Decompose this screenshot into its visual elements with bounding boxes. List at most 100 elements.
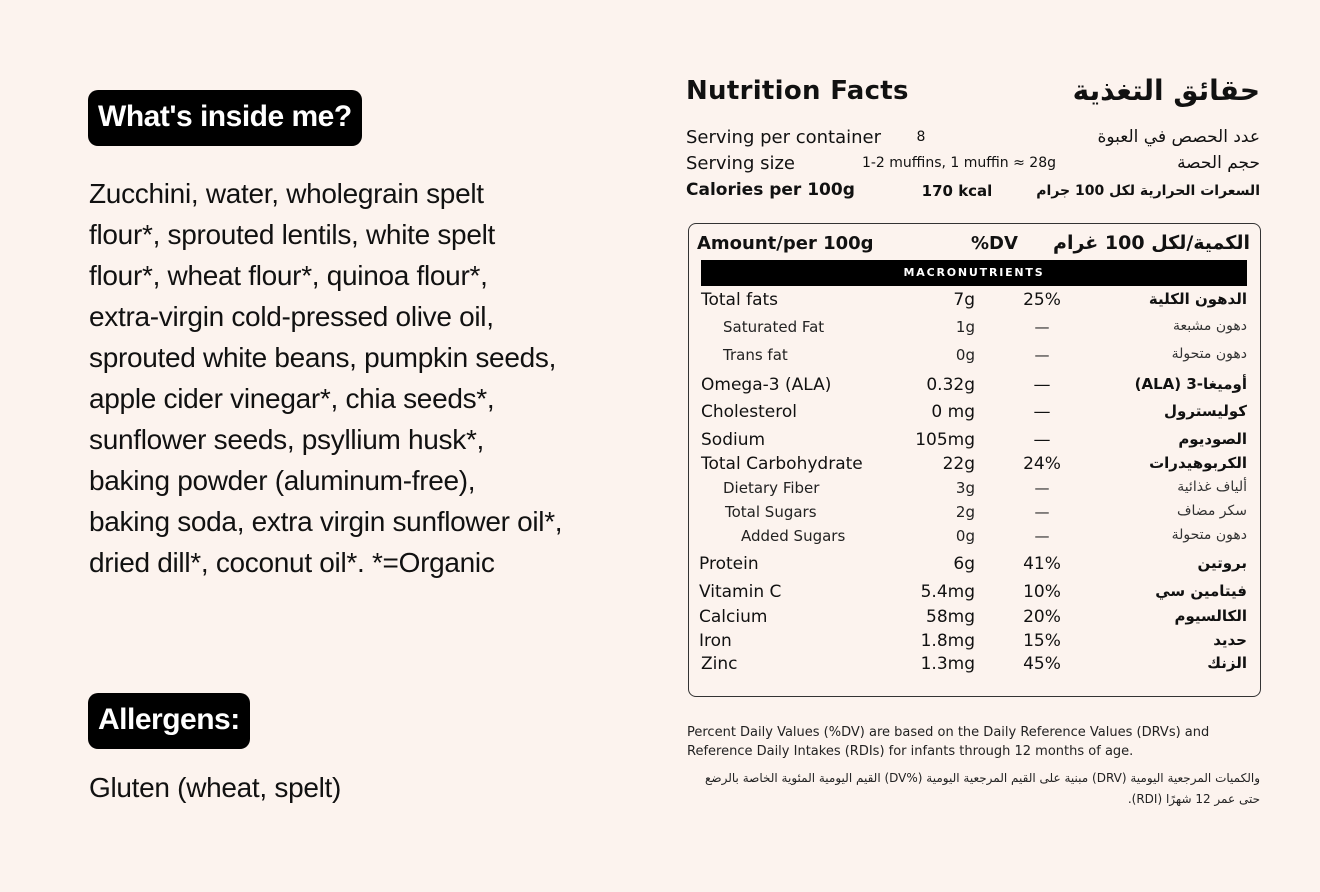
serving-label: Serving per container xyxy=(686,127,882,148)
nutrient-name: Total Carbohydrate xyxy=(701,454,863,474)
ingredients-line: flour*, wheat flour*, quinoa flour*, xyxy=(89,260,488,291)
nutrient-daily-value: 20% xyxy=(1023,607,1061,627)
nutrient-name-arabic: حديد xyxy=(1213,631,1247,649)
allergens-heading-badge: Allergens: xyxy=(88,693,250,749)
macronutrients-section-bar: MACRONUTRIENTS xyxy=(701,260,1247,286)
nutrient-name: Iron xyxy=(699,631,732,651)
nutrient-name: Cholesterol xyxy=(701,402,797,422)
nutrient-name-arabic: أوميغا-3 (ALA) xyxy=(1134,375,1247,393)
nutrient-amount: 1g xyxy=(955,318,975,336)
nutrient-amount: 105mg xyxy=(915,430,975,450)
ingredients-line: baking soda, extra virgin sunflower oil*… xyxy=(89,506,563,537)
nutrient-row: Total Carbohydrate 22g 24% الكربوهيدرات xyxy=(701,454,1247,478)
nutrient-daily-value: 15% xyxy=(1023,631,1061,651)
serving-value: 170 kcal xyxy=(921,182,993,200)
nutrient-name-arabic: دهون مشبعة xyxy=(1172,318,1247,334)
nutrient-amount: 58mg xyxy=(926,607,975,627)
serving-label: Serving size xyxy=(686,153,796,174)
ingredients-line: Zucchini, water, wholegrain spelt xyxy=(89,178,484,209)
nutrient-daily-value: — xyxy=(1034,503,1050,521)
calories-row: Calories per 100g 170 kcal السعرات الحرا… xyxy=(686,180,1260,204)
nutrient-row: Added Sugars 0g — دهون متحولة xyxy=(701,527,1247,551)
nutrient-name-arabic: كوليسترول xyxy=(1164,402,1247,420)
nutrition-table-header: Amount/per 100g %DV الكمية/لكل 100 غرام xyxy=(697,232,1250,259)
nutrient-name-arabic: الكربوهيدرات xyxy=(1149,454,1247,472)
serving-label-arabic: السعرات الحرارية لكل 100 جرام xyxy=(1036,183,1260,199)
ingredients-line: sunflower seeds, psyllium husk*, xyxy=(89,424,485,455)
nutrient-daily-value: 41% xyxy=(1023,554,1061,574)
serving-value: 1-2 muffins, 1 muffin ≈ 28g xyxy=(861,155,1057,171)
nutrient-row: Omega-3 (ALA) 0.32g — أوميغا-3 (ALA) xyxy=(701,375,1247,399)
nutrient-name-arabic: ألياف غذائية xyxy=(1177,479,1247,495)
nutrient-row: Cholesterol 0 mg — كوليسترول xyxy=(701,402,1247,426)
nutrient-name: Total Sugars xyxy=(725,503,817,521)
nutrient-amount: 1.3mg xyxy=(920,654,975,674)
nutrient-name: Added Sugars xyxy=(741,527,846,545)
nutrient-amount: 0g xyxy=(955,346,975,364)
nutrient-amount: 3g xyxy=(955,479,975,497)
nutrient-name-arabic: فيتامين سي xyxy=(1155,582,1247,600)
nutrition-facts-title: Nutrition Facts xyxy=(686,76,909,106)
nutrient-name: Total fats xyxy=(701,290,779,310)
nutrient-amount: 22g xyxy=(942,454,975,474)
amount-header: Amount/per 100g xyxy=(697,233,874,254)
ingredients-line: extra-virgin cold-pressed olive oil, xyxy=(89,301,494,332)
nutrient-row: Iron 1.8mg 15% حديد xyxy=(699,631,1247,655)
ingredients-line: dried dill*, coconut oil*. *=Organic xyxy=(89,547,495,578)
nutrient-daily-value: — xyxy=(1034,527,1050,545)
nutrient-daily-value: — xyxy=(1033,430,1051,450)
serving-size-row: Serving size 1-2 muffins, 1 muffin ≈ 28g… xyxy=(686,153,1260,177)
nutrient-name-arabic: الزنك xyxy=(1207,654,1247,672)
nutrient-daily-value: — xyxy=(1033,402,1051,422)
nutrient-name: Protein xyxy=(699,554,759,574)
nutrient-name-arabic: الدهون الكلية xyxy=(1148,290,1247,308)
nutrient-amount: 1.8mg xyxy=(920,631,975,651)
nutrient-row: Trans fat 0g — دهون متحولة xyxy=(701,346,1247,370)
nutrient-name-arabic: سكر مضاف xyxy=(1176,503,1247,519)
nutrient-name-arabic: الكالسيوم xyxy=(1174,607,1247,625)
nutrient-daily-value: — xyxy=(1034,318,1050,336)
nutrient-name: Vitamin C xyxy=(699,582,782,602)
nutrient-row: Vitamin C 5.4mg 10% فيتامين سي xyxy=(699,582,1247,606)
nutrient-name-arabic: دهون متحولة xyxy=(1171,346,1247,362)
footnote-english: Percent Daily Values (%DV) are based on … xyxy=(687,725,1210,759)
nutrient-name-arabic: الصوديوم xyxy=(1178,430,1247,448)
nutrient-row: Total fats 7g 25% الدهون الكلية xyxy=(701,290,1247,314)
ingredients-heading-badge: What's inside me? xyxy=(88,90,362,146)
ingredients-line: apple cider vinegar*, chia seeds*, xyxy=(89,383,495,414)
nutrient-name-arabic: بروتين xyxy=(1197,554,1247,572)
nutrient-name: Omega-3 (ALA) xyxy=(701,375,832,395)
nutrient-amount: 5.4mg xyxy=(920,582,975,602)
nutrient-daily-value: — xyxy=(1034,479,1050,497)
nutrient-amount: 0g xyxy=(955,527,975,545)
amount-header-arabic: الكمية/لكل 100 غرام xyxy=(1053,232,1250,254)
nutrient-name: Saturated Fat xyxy=(723,318,825,336)
nutrient-row: Dietary Fiber 3g — ألياف غذائية xyxy=(701,479,1247,503)
nutrient-name: Zinc xyxy=(701,654,738,674)
nutrition-table: Amount/per 100g %DV الكمية/لكل 100 غرام … xyxy=(688,223,1261,697)
nutrient-daily-value: 10% xyxy=(1023,582,1061,602)
ingredients-list: Zucchini, water, wholegrain spelt flour*… xyxy=(89,173,609,583)
servings-per-container-row: Serving per container 8 عدد الحصص في الع… xyxy=(686,127,1260,151)
allergens-text: Gluten (wheat, spelt) xyxy=(89,772,342,803)
nutrient-name: Sodium xyxy=(701,430,766,450)
footnote-arabic: والكميات المرجعية اليومية (DRV) مبنية عل… xyxy=(705,771,1260,806)
nutrient-amount: 7g xyxy=(953,290,975,310)
nutrient-amount: 6g xyxy=(953,554,975,574)
nutrient-daily-value: 24% xyxy=(1023,454,1061,474)
nutrient-name: Trans fat xyxy=(723,346,788,364)
nutrient-amount: 0 mg xyxy=(931,402,975,422)
nutrient-name: Dietary Fiber xyxy=(723,479,820,497)
nutrient-name: Calcium xyxy=(699,607,768,627)
nutrition-facts-title-arabic: حقائق التغذية xyxy=(1072,74,1260,107)
nutrient-daily-value: 25% xyxy=(1023,290,1061,310)
nutrient-row: Zinc 1.3mg 45% الزنك xyxy=(701,654,1247,678)
nutrient-name-arabic: دهون متحولة xyxy=(1171,527,1247,543)
nutrient-daily-value: — xyxy=(1033,375,1051,395)
nutrient-amount: 0.32g xyxy=(926,375,975,395)
ingredients-line: sprouted white beans, pumpkin seeds, xyxy=(89,342,557,373)
serving-label-arabic: عدد الحصص في العبوة xyxy=(1097,127,1260,147)
serving-label: Calories per 100g xyxy=(686,180,855,200)
nutrient-row: Calcium 58mg 20% الكالسيوم xyxy=(699,607,1247,631)
nutrient-daily-value: — xyxy=(1034,346,1050,364)
